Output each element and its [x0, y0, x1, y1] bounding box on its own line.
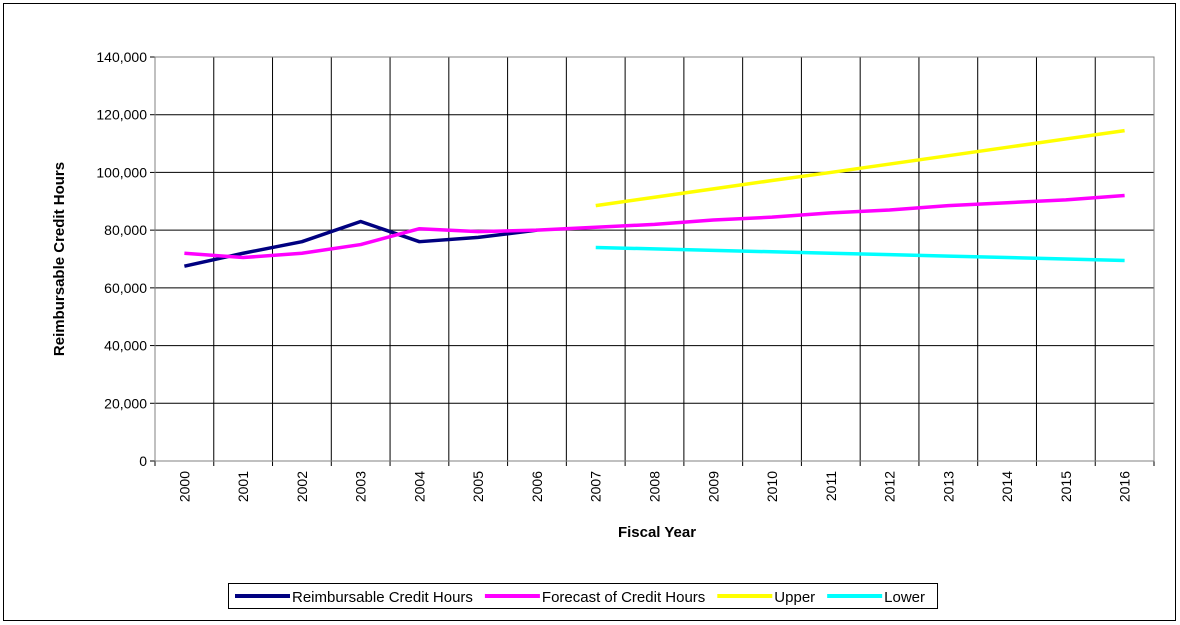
- legend-label: Lower: [884, 589, 925, 606]
- x-tick-label: 2002: [294, 471, 310, 502]
- x-tick-label: 2013: [940, 471, 956, 502]
- x-tick-label: 2014: [999, 471, 1015, 502]
- x-tick-label: 2000: [176, 471, 192, 502]
- x-tick-label: 2001: [235, 471, 251, 502]
- x-tick-label: 2012: [882, 471, 898, 502]
- legend-label: Forecast of Credit Hours: [542, 589, 705, 606]
- y-axis-title: Reimbursable Credit Hours: [51, 162, 68, 356]
- chart-frame: [3, 3, 1176, 621]
- legend-label: Upper: [774, 589, 815, 606]
- y-tick-label: 60,000: [104, 280, 147, 296]
- plot-area: [154, 56, 1155, 462]
- series-line: [595, 245, 1125, 263]
- x-tick-label: 2006: [529, 471, 545, 502]
- y-tick-label: 0: [139, 453, 147, 469]
- legend-box: [228, 583, 939, 609]
- series-line: [595, 128, 1125, 208]
- x-tick-label: 2010: [764, 471, 780, 502]
- y-tick-label: 80,000: [104, 222, 147, 238]
- x-tick-label: 2009: [705, 471, 721, 502]
- y-tick-label: 120,000: [96, 107, 147, 123]
- x-axis-title: Fiscal Year: [618, 524, 696, 541]
- x-tick-label: 2011: [823, 471, 839, 501]
- y-tick-label: 100,000: [96, 164, 147, 180]
- y-tick-label: 140,000: [96, 49, 147, 65]
- x-tick-label: 2003: [353, 471, 369, 502]
- x-tick-label: 2008: [647, 471, 663, 502]
- x-tick-label: 2016: [1117, 471, 1133, 502]
- x-tick-label: 2015: [1058, 471, 1074, 502]
- legend-label: Reimbursable Credit Hours: [292, 589, 473, 606]
- x-tick-label: 2005: [470, 471, 486, 502]
- y-tick-label: 40,000: [104, 338, 147, 354]
- x-tick-label: 2004: [411, 471, 427, 502]
- y-tick-label: 20,000: [104, 395, 147, 411]
- series-line: [184, 193, 1125, 260]
- series-line: [184, 219, 538, 268]
- x-tick-label: 2007: [588, 471, 604, 502]
